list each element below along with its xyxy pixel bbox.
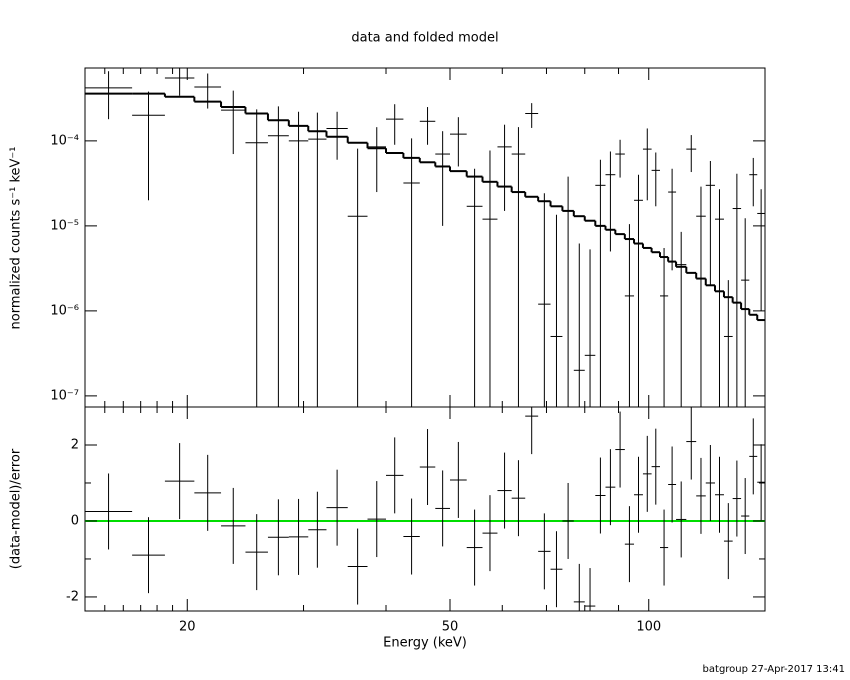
y-tick-label: -2 <box>66 589 79 604</box>
plot-frame <box>84 67 766 408</box>
y-tick-label: 10⁻⁷ <box>50 388 79 403</box>
x-tick-label: 50 <box>442 620 459 635</box>
chart-title: data and folded model <box>351 31 498 46</box>
y-tick-label: 10⁻⁶ <box>50 303 79 318</box>
y-tick-label: 10⁻⁵ <box>50 218 79 233</box>
y-axis-label: (data-model)/error <box>9 448 24 569</box>
y-tick-label: 10⁻⁴ <box>50 133 79 148</box>
x-axis-label: Energy (keV) <box>383 636 467 651</box>
y-tick-label: 2 <box>71 437 79 452</box>
y-tick-label: 0 <box>71 513 79 528</box>
y-axis-label: normalized counts s⁻¹ keV⁻¹ <box>9 147 24 330</box>
axes: 10⁻⁷ 10⁻⁶ 10⁻⁵ 10⁻⁴ 20 50 100 -2 0 2 <box>50 68 765 635</box>
top-plot <box>85 68 765 407</box>
footer: batgroup 27-Apr-2017 13:41 <box>703 664 845 675</box>
residual-plot <box>85 407 765 611</box>
plot-frame <box>84 406 766 612</box>
x-tick-label: 100 <box>636 620 661 635</box>
x-tick-label: 20 <box>179 620 196 635</box>
